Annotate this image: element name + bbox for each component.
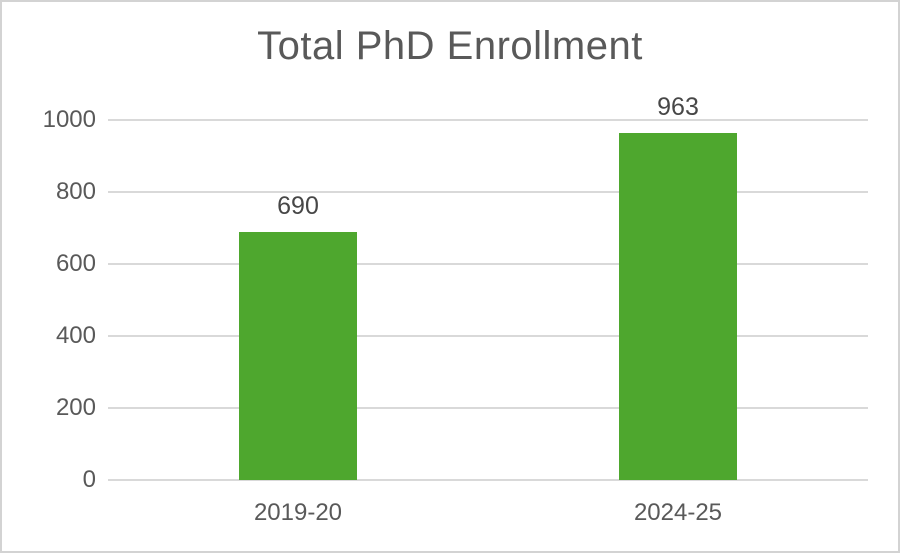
gridline <box>108 263 868 265</box>
bar <box>619 133 737 480</box>
x-category-label: 2019-20 <box>253 499 343 526</box>
y-tick-label: 200 <box>55 394 96 421</box>
gridline <box>108 407 868 409</box>
gridline <box>108 335 868 337</box>
y-tick-label: 0 <box>82 466 96 493</box>
y-tick-label: 400 <box>55 322 96 349</box>
chart-title: Total PhD Enrollment <box>257 24 643 68</box>
gridline <box>108 191 868 193</box>
gridline <box>108 479 868 481</box>
gridline <box>108 119 868 121</box>
y-tick-label: 1000 <box>42 106 96 133</box>
bar-value-label: 963 <box>657 93 699 122</box>
bar <box>239 231 357 480</box>
bar-value-label: 690 <box>277 191 319 220</box>
x-category-label: 2024-25 <box>633 499 723 526</box>
y-tick-label: 800 <box>55 178 96 205</box>
y-tick-label: 600 <box>55 250 96 277</box>
